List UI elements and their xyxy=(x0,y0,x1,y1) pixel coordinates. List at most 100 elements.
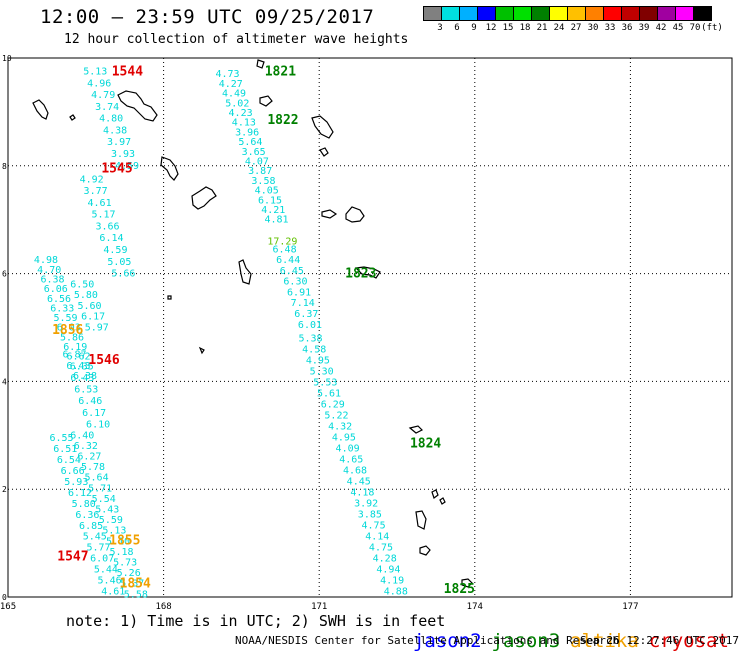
map-subtitle: 12 hour collection of altimeter wave hei… xyxy=(64,32,409,47)
satellite-s3a: s3a xyxy=(739,630,740,652)
wave-height-value: 4.38 xyxy=(103,125,127,136)
wave-height-value: 17.29 xyxy=(267,236,297,247)
legend-color-boxes xyxy=(423,6,712,21)
wave-height-value: 4.18 xyxy=(350,487,374,498)
wave-height-value: 6.43 xyxy=(66,361,90,372)
wave-height-value: 5.38 xyxy=(298,333,322,344)
island-shape xyxy=(32,99,49,120)
wave-height-value: 4.32 xyxy=(328,421,352,432)
wave-height-value: 5.10 xyxy=(106,536,130,547)
wave-height-value: 4.27 xyxy=(219,79,243,90)
island-shape xyxy=(117,90,158,122)
wave-height-value: 3.97 xyxy=(107,137,131,148)
y-tick-label: 10 xyxy=(2,54,12,63)
legend-swatch xyxy=(693,6,712,21)
wave-height-value: 6.51 xyxy=(53,444,77,455)
wave-height-value: 4.61 xyxy=(88,198,112,209)
legend-label: 39 xyxy=(638,23,650,33)
wave-height-value: 6.54 xyxy=(57,455,81,466)
wave-height-value: 6.03 xyxy=(57,323,81,334)
wave-height-value: 5.64 xyxy=(85,473,109,484)
wave-height-value: 5.93 xyxy=(64,477,88,488)
wave-height-value: 5.37 xyxy=(120,579,144,590)
wave-height-value: 6.48 xyxy=(273,244,297,255)
island-shape xyxy=(198,346,205,355)
wave-height-value: 3.58 xyxy=(251,176,275,187)
wave-height-value: 6.66 xyxy=(61,466,85,477)
wave-height-value: 4.21 xyxy=(261,205,285,216)
legend-label: (ft) xyxy=(701,23,723,33)
island-shape xyxy=(321,209,338,219)
wave-height-value: 4.73 xyxy=(215,69,239,80)
island-shape xyxy=(259,95,273,107)
wave-height-value: 6.38 xyxy=(40,274,64,285)
legend-label: 30 xyxy=(587,23,599,33)
wave-height-value: 6.38 xyxy=(73,371,97,382)
legend-label: 18 xyxy=(519,23,531,33)
wave-height-value: 6.17 xyxy=(82,408,106,419)
island-shape xyxy=(419,545,431,556)
color-legend: 3 6 9 12 15 18 21 24 27 30 33 36 39 42 45 70 (ft) xyxy=(423,6,723,37)
wave-height-value: 4.68 xyxy=(343,465,367,476)
pass-time-label: 1855 xyxy=(109,533,140,548)
footer-note: note: 1) Time is in UTC; 2) SWH is in fe… xyxy=(66,612,446,630)
y-tick-label: 8 xyxy=(2,162,7,171)
wave-height-value: 6.14 xyxy=(99,233,123,244)
wave-height-value: 5.97 xyxy=(85,323,109,334)
wave-height-value: 5.43 xyxy=(95,505,119,516)
satellite-jason3: jason3 xyxy=(491,630,561,652)
x-tick-label: 168 xyxy=(155,602,171,612)
pass-time-label: 1547 xyxy=(57,550,88,565)
x-tick-label: 165 xyxy=(0,602,16,612)
pass-time-label: 1821 xyxy=(265,64,296,79)
wave-height-value: 3.77 xyxy=(84,186,108,197)
wave-height-value: 6.19 xyxy=(63,342,87,353)
y-tick-label: 2 xyxy=(2,485,7,494)
legend-label: 33 xyxy=(604,23,616,33)
wave-height-value: 6.15 xyxy=(258,195,282,206)
wave-height-value: 4.70 xyxy=(37,265,61,276)
wave-height-value: 5.60 xyxy=(78,301,102,312)
y-tick-label: 0 xyxy=(2,593,7,602)
wave-height-value: 4.49 xyxy=(222,89,246,100)
x-tick-label: 171 xyxy=(311,602,327,612)
wave-height-value: 4.96 xyxy=(87,78,111,89)
wave-height-value: 5.26 xyxy=(117,568,141,579)
legend-label: 27 xyxy=(570,23,582,33)
islands xyxy=(32,59,473,588)
wave-height-value: 4.59 xyxy=(115,161,139,172)
wave-height-value: 6.27 xyxy=(77,452,101,463)
wave-height-value: 6.62 xyxy=(66,352,90,363)
satellite-cryosat: cryosat xyxy=(648,630,729,652)
wave-height-value: 5.02 xyxy=(225,98,249,109)
wave-height-value: 5.45 xyxy=(83,532,107,543)
wave-height-value: 5.61 xyxy=(317,388,341,399)
wave-height-value: 3.74 xyxy=(95,102,119,113)
wave-height-value: 6.55 xyxy=(49,433,73,444)
wave-height-value: 5.80 xyxy=(74,290,98,301)
legend-label: 6 xyxy=(454,23,460,33)
legend-label: 24 xyxy=(553,23,565,33)
legend-label: 45 xyxy=(672,23,684,33)
legend-label: 9 xyxy=(471,23,477,33)
wave-height-value: 4.61 xyxy=(101,587,125,598)
pass-time-label: 1822 xyxy=(267,113,298,128)
island-shape xyxy=(319,147,329,157)
wave-height-value: 6.06 xyxy=(44,284,68,295)
satellite-jason2: jason2 xyxy=(412,630,482,652)
wave-height-value: 6.12 xyxy=(68,488,92,499)
wave-height-value: 5.58 xyxy=(124,589,148,600)
x-tick-label: 174 xyxy=(467,602,483,612)
wave-height-value: 4.58 xyxy=(302,344,326,355)
wave-height-value: 4.05 xyxy=(255,186,279,197)
wave-height-value: 6.01 xyxy=(298,320,322,331)
wave-height-value: 5.46 xyxy=(98,576,122,587)
island-shape xyxy=(461,578,473,588)
wave-height-value: 6.43 xyxy=(70,373,94,384)
wave-height-value: 4.75 xyxy=(362,521,386,532)
wave-height-value: 6.53 xyxy=(74,384,98,395)
generated-timestamp: Sep 26 12:27:46 UTC 2017 xyxy=(580,634,739,647)
pass-time-label: 1546 xyxy=(88,353,119,368)
wave-height-value: 5.44 xyxy=(94,565,118,576)
wave-height-value: 5.77 xyxy=(86,543,110,554)
